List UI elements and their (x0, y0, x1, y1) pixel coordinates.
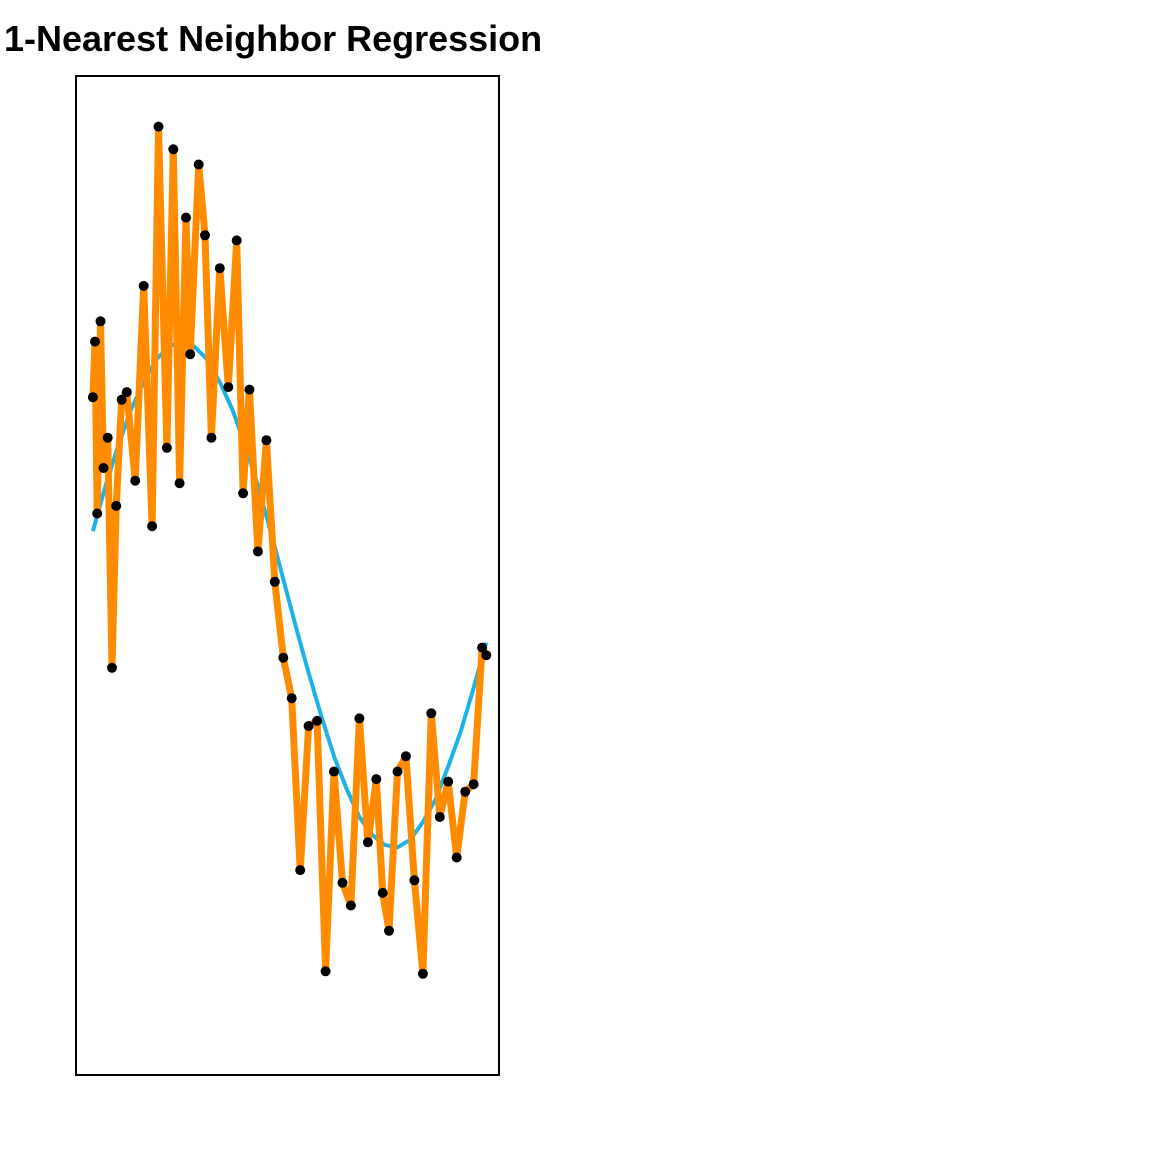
training-point (320, 966, 331, 977)
training-point (223, 382, 234, 393)
training-point (443, 776, 454, 787)
training-point (409, 875, 420, 886)
training-point (345, 900, 356, 911)
training-point (481, 650, 492, 661)
training-point (111, 500, 122, 511)
training-point (337, 877, 348, 888)
training-point (384, 925, 394, 936)
training-point (161, 442, 172, 453)
training-point (214, 263, 225, 274)
training-point (371, 774, 382, 785)
training-point (98, 463, 109, 473)
training-point (238, 488, 249, 499)
training-point (261, 435, 272, 446)
training-point (269, 576, 280, 587)
training-point (312, 715, 323, 726)
training-point (107, 662, 117, 673)
training-point (377, 887, 388, 898)
training-point (121, 387, 132, 398)
training-point (244, 384, 255, 395)
training-point (138, 280, 149, 291)
training-point (303, 721, 314, 731)
nn-fit-layer (89, 123, 490, 978)
training-point (153, 121, 164, 132)
training-point (87, 392, 98, 403)
training-point (417, 968, 428, 979)
training-point (200, 230, 210, 241)
training-point (102, 432, 113, 443)
truth-curve-layer (90, 339, 489, 850)
chart-title: 1-Nearest Neighbor Regression (4, 18, 543, 59)
training-point (426, 708, 437, 719)
plot-frame (75, 75, 500, 1076)
training-point (400, 751, 411, 762)
training-point (181, 212, 191, 223)
training-point (451, 852, 462, 863)
training-point (193, 159, 204, 170)
training-point (354, 713, 365, 724)
training-point (231, 235, 242, 246)
training-point (392, 766, 403, 777)
training-point (206, 432, 217, 443)
training-point (477, 642, 488, 653)
training-point (295, 865, 306, 876)
training-point (468, 779, 479, 790)
nn-fit-line (89, 123, 490, 978)
training-point (329, 766, 339, 777)
training-points-layer (87, 121, 492, 979)
training-point (92, 508, 103, 519)
training-point (168, 144, 179, 155)
training-point (130, 475, 141, 486)
truth-curve-line (90, 339, 489, 850)
training-point (174, 478, 185, 489)
training-point (116, 394, 127, 405)
training-point (460, 786, 471, 797)
training-point (278, 652, 289, 663)
training-point (286, 693, 297, 704)
training-point (362, 837, 373, 848)
training-point (95, 316, 106, 327)
training-point (185, 349, 196, 360)
training-point (147, 521, 158, 532)
training-point (434, 812, 445, 822)
training-point (90, 336, 100, 347)
training-point (252, 546, 263, 557)
